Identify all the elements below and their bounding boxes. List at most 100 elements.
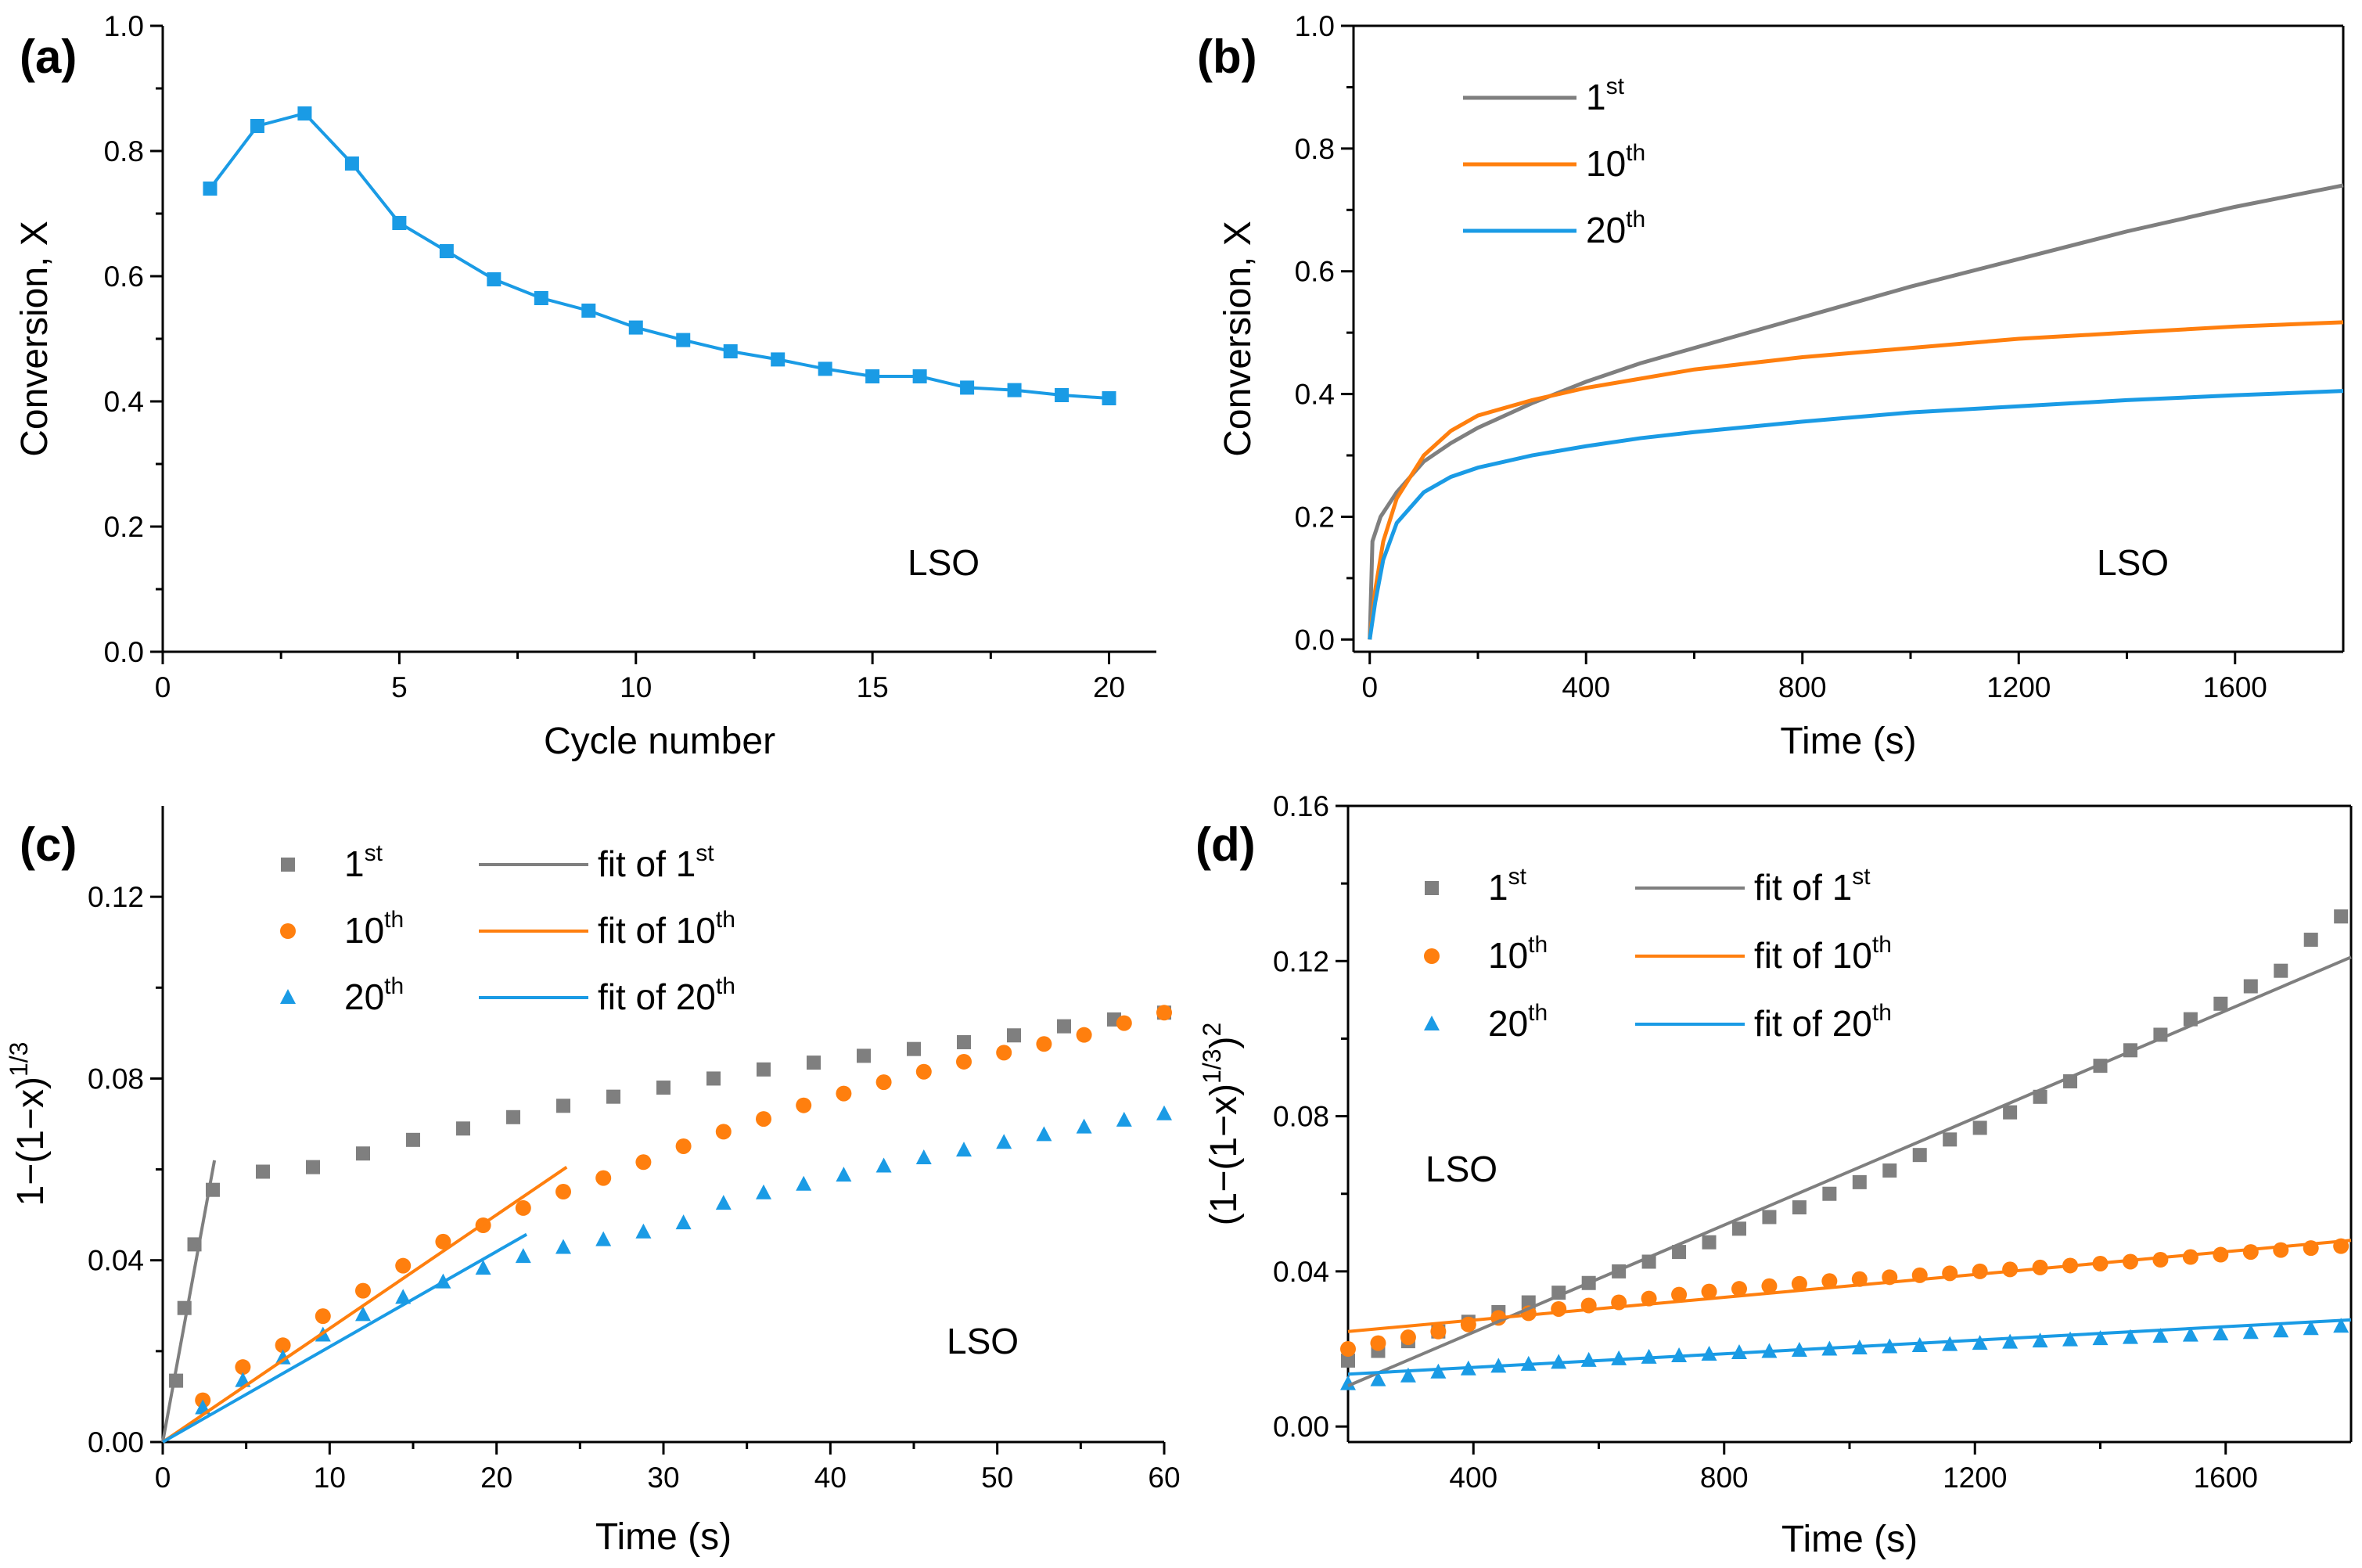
panel-label: (d) (1195, 818, 1256, 871)
y-tick-label: 0.0 (104, 636, 144, 668)
data-point (875, 1157, 892, 1173)
data-point (2334, 909, 2349, 924)
x-tick-label: 0 (155, 671, 171, 703)
data-point (996, 1134, 1012, 1149)
data-point (1341, 1353, 1355, 1368)
data-point (1912, 1148, 1927, 1163)
panel-a: 0 5 10 15 20 0.0 0.2 0.4 0.6 0.8 1.0 Cycle number Co… (14, 10, 1156, 762)
x-tick-label: 40 (814, 1462, 847, 1494)
data-point (756, 1184, 771, 1199)
data-point (807, 1056, 821, 1070)
legend-fit-label: fit of 20th (598, 973, 735, 1017)
data-point (1370, 1335, 1386, 1351)
panel-label: (b) (1197, 31, 1257, 83)
data-point (1430, 1363, 1447, 1379)
x-axis-title: Cycle number (544, 721, 775, 762)
legend-label-text: 20 (1586, 210, 1626, 250)
data-point (706, 1071, 721, 1086)
legend-fit-sup: th (716, 973, 735, 999)
data-point (1791, 1275, 1807, 1292)
data-point (1672, 1245, 1687, 1260)
legend-label-sup: th (384, 973, 404, 999)
data-point (315, 1308, 331, 1325)
data-point (2003, 1105, 2018, 1120)
series-line (1368, 183, 2344, 640)
data-point (1731, 1221, 1746, 1236)
data-point (1821, 1273, 1838, 1289)
data-point (235, 1359, 251, 1376)
data-point (203, 182, 218, 196)
y-tick-label: 0.04 (88, 1245, 144, 1277)
x-tick-label: 15 (857, 671, 889, 703)
data-point (297, 106, 312, 120)
data-point (1102, 391, 1116, 405)
legend-label: 20th (1488, 1000, 1548, 1044)
legend-fit-sup: th (1872, 1000, 1892, 1026)
data-point (2273, 1242, 2289, 1258)
y-axis-title-base: (1−(1−x) (1203, 1084, 1245, 1225)
data-point (628, 320, 643, 335)
data-point (581, 304, 596, 318)
x-tick-label: 0 (155, 1462, 171, 1494)
data-point (534, 291, 548, 305)
legend-label-text: 10 (1586, 143, 1626, 184)
data-point (2243, 979, 2258, 994)
data-point (1762, 1210, 1777, 1225)
legend-fit-sup: th (1872, 932, 1892, 958)
x-tick-label: 400 (1562, 671, 1610, 703)
y-axis-title-exponent: 1/3 (1198, 1048, 1226, 1083)
data-point (818, 361, 832, 376)
x-tick-label: 0 (1361, 671, 1378, 703)
series-20th (1368, 389, 2344, 640)
data-point (675, 1214, 692, 1230)
data-point (406, 1132, 420, 1147)
data-point (515, 1199, 531, 1216)
data-point (1851, 1271, 1868, 1287)
y-tick-label: 0.00 (1273, 1411, 1329, 1443)
data-point (435, 1233, 451, 1250)
x-tick-label: 1600 (2194, 1462, 2258, 1494)
data-point (796, 1097, 812, 1113)
legend-fit-label: fit of 10th (598, 907, 735, 951)
x-tick-label: 10 (620, 671, 652, 703)
x-tick-label: 1200 (1986, 671, 2051, 703)
data-point (475, 1260, 491, 1275)
data-point (1156, 1005, 1172, 1021)
legend-label-sup: th (1528, 1000, 1548, 1026)
fit-line (162, 1232, 528, 1444)
x-tick-label: 1200 (1943, 1462, 2007, 1494)
data-point (1116, 1015, 1132, 1031)
legend-label-sup: th (1528, 932, 1548, 958)
data-point (2002, 1333, 2019, 1349)
y-tick-label: 0.0 (1295, 624, 1335, 656)
y-tick-label: 1.0 (104, 10, 144, 42)
data-point (771, 352, 786, 367)
y-tick-label: 0.12 (1273, 945, 1329, 977)
x-tick-label: 30 (647, 1462, 679, 1494)
y-tick-label: 0.16 (1273, 790, 1329, 822)
x-axis-title: Time (s) (1781, 1519, 1918, 1560)
data-point (356, 1146, 370, 1161)
legend-label-sup: st (1606, 74, 1625, 99)
series-1st (169, 1005, 1171, 1388)
data-point (875, 1074, 892, 1091)
data-point (857, 1048, 871, 1063)
data-point (757, 1062, 771, 1077)
panel-d: 400 800 1200 1600 0.00 0.04 0.08 0.12 0.16 Time (… (1195, 790, 2353, 1560)
data-point (2213, 1325, 2229, 1341)
data-point (1551, 1300, 1567, 1317)
data-point (1972, 1263, 1988, 1279)
data-point (1007, 1028, 1021, 1043)
legend-swatch (280, 989, 296, 1004)
data-point (957, 1034, 971, 1049)
legend-label-text: 20 (344, 976, 384, 1017)
x-tick-label: 20 (480, 1462, 512, 1494)
data-point (1882, 1163, 1897, 1178)
data-point (256, 1164, 270, 1179)
data-point (1942, 1336, 1958, 1351)
y-axis-title-exponent-2: 2 (1198, 1023, 1226, 1037)
y-axis-title: Conversion, X (14, 221, 56, 456)
data-point (676, 333, 691, 347)
data-point (675, 1138, 692, 1154)
data-point (275, 1349, 291, 1365)
